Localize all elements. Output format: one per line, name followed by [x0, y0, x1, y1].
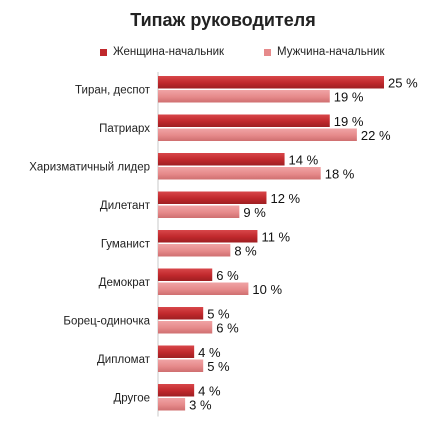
legend-item-female: Женщина-начальник	[100, 46, 224, 58]
data-label-male: 22 %	[361, 128, 391, 143]
bar-male	[158, 321, 213, 334]
legend: Женщина-начальник Мужчина-начальник	[0, 46, 446, 62]
data-label-female: 19 %	[334, 114, 364, 129]
bar-female	[158, 191, 267, 204]
category-label: Патриарх	[99, 123, 150, 135]
bar-male	[158, 398, 186, 411]
bar-female	[158, 268, 213, 281]
bar-male	[158, 282, 249, 295]
chart-title: Типаж руководителя	[130, 10, 316, 30]
bar-male	[158, 128, 357, 141]
category-label: Демократ	[99, 277, 151, 289]
bar-male	[158, 205, 240, 218]
category-label: Гуманист	[101, 238, 151, 250]
legend-swatch-female	[100, 48, 107, 56]
data-label-female: 12 %	[270, 191, 300, 206]
data-label-male: 5 %	[207, 359, 230, 374]
legend-label-male: Мужчина-начальник	[277, 46, 385, 58]
bar-female	[158, 114, 330, 127]
legend-label-female: Женщина-начальник	[113, 46, 225, 58]
data-label-female: 25 %	[388, 76, 418, 91]
legend-item-male: Мужчина-начальник	[264, 46, 385, 58]
bar-male	[158, 244, 231, 257]
data-label-male: 10 %	[252, 282, 282, 297]
data-label-female: 14 %	[289, 153, 319, 168]
bar-female	[158, 345, 195, 358]
category-label: Другое	[113, 392, 150, 404]
data-label-male: 18 %	[325, 167, 355, 182]
legend-swatch-male	[264, 48, 271, 56]
category-label: Борец-одиночка	[63, 315, 150, 327]
bar-female	[158, 76, 384, 89]
data-label-male: 6 %	[216, 321, 239, 336]
bar-female	[158, 384, 195, 397]
data-label-male: 9 %	[243, 205, 266, 220]
data-label-male: 8 %	[234, 244, 257, 259]
data-label-male: 3 %	[189, 398, 212, 413]
category-label: Дилетант	[100, 200, 151, 212]
data-label-female: 4 %	[198, 384, 221, 399]
data-label-female: 6 %	[216, 268, 239, 283]
category-label: Тиран, деспот	[75, 84, 151, 96]
data-label-male: 19 %	[334, 90, 364, 105]
bar-male	[158, 167, 321, 180]
bar-female	[158, 153, 285, 166]
category-label: Харизматичный лидер	[29, 161, 150, 173]
bar-female	[158, 230, 258, 243]
bar-female	[158, 307, 204, 320]
data-label-female: 4 %	[198, 345, 221, 360]
data-label-female: 11 %	[261, 230, 290, 245]
data-label-female: 5 %	[207, 307, 230, 322]
bar-male	[158, 90, 330, 103]
category-label: Дипломат	[97, 354, 151, 366]
bar-male	[158, 359, 204, 372]
